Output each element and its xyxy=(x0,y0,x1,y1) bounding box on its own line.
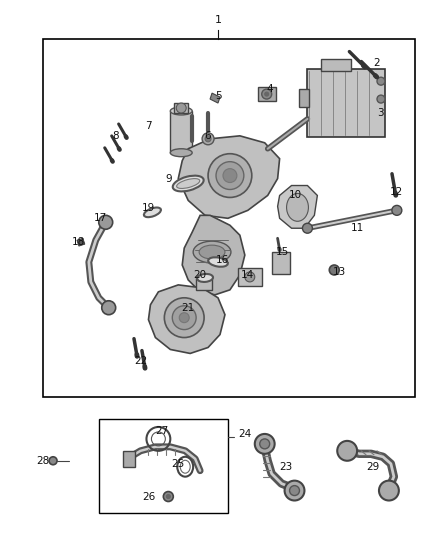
Circle shape xyxy=(102,301,116,314)
Circle shape xyxy=(337,441,357,461)
Circle shape xyxy=(260,439,270,449)
Text: 13: 13 xyxy=(332,267,346,277)
Bar xyxy=(123,451,134,467)
Circle shape xyxy=(163,491,173,502)
Text: 19: 19 xyxy=(142,204,155,213)
Bar xyxy=(238,268,262,286)
Text: 8: 8 xyxy=(113,131,119,141)
Ellipse shape xyxy=(286,193,308,221)
Text: 17: 17 xyxy=(94,213,107,223)
Bar xyxy=(307,69,385,137)
Bar xyxy=(99,419,228,513)
Bar xyxy=(43,39,415,397)
Bar xyxy=(272,252,290,274)
Polygon shape xyxy=(210,93,220,103)
Text: 14: 14 xyxy=(241,270,254,280)
Text: 28: 28 xyxy=(36,456,50,466)
Text: 21: 21 xyxy=(182,303,195,313)
Circle shape xyxy=(379,481,399,500)
Ellipse shape xyxy=(144,207,161,217)
Circle shape xyxy=(377,77,385,85)
Ellipse shape xyxy=(193,241,231,263)
Circle shape xyxy=(172,306,196,329)
Text: 3: 3 xyxy=(378,108,384,118)
Text: 11: 11 xyxy=(350,223,364,233)
Text: 26: 26 xyxy=(142,491,155,502)
Circle shape xyxy=(166,495,170,498)
Text: 7: 7 xyxy=(145,121,152,131)
Circle shape xyxy=(49,457,57,465)
Text: 22: 22 xyxy=(134,357,147,366)
Circle shape xyxy=(265,92,268,96)
Text: 10: 10 xyxy=(289,190,302,200)
Bar xyxy=(196,278,212,290)
Circle shape xyxy=(329,265,339,275)
Text: 1: 1 xyxy=(215,14,222,25)
Text: 5: 5 xyxy=(215,91,221,101)
Circle shape xyxy=(285,481,304,500)
Circle shape xyxy=(205,136,211,142)
Polygon shape xyxy=(178,136,279,219)
Ellipse shape xyxy=(197,274,213,282)
Circle shape xyxy=(202,133,214,145)
Text: 16: 16 xyxy=(215,255,229,265)
Polygon shape xyxy=(148,285,225,353)
Text: 15: 15 xyxy=(276,247,289,257)
Circle shape xyxy=(179,313,189,322)
Text: 2: 2 xyxy=(374,58,380,68)
Circle shape xyxy=(392,205,402,215)
Text: 9: 9 xyxy=(165,174,172,183)
Polygon shape xyxy=(182,215,245,295)
Circle shape xyxy=(290,486,300,496)
Ellipse shape xyxy=(199,245,225,259)
Bar xyxy=(300,89,309,107)
Text: 18: 18 xyxy=(72,237,85,247)
Circle shape xyxy=(255,434,275,454)
Circle shape xyxy=(377,95,385,103)
Text: 20: 20 xyxy=(194,270,207,280)
Circle shape xyxy=(99,215,113,229)
Text: 24: 24 xyxy=(238,429,251,439)
Bar xyxy=(174,103,188,113)
Text: 25: 25 xyxy=(172,459,185,469)
Bar xyxy=(321,59,351,71)
Bar xyxy=(258,87,276,101)
Circle shape xyxy=(223,168,237,182)
Polygon shape xyxy=(77,238,85,246)
Text: 6: 6 xyxy=(204,131,210,141)
Circle shape xyxy=(303,223,312,233)
Text: 29: 29 xyxy=(367,462,380,472)
Circle shape xyxy=(164,298,204,337)
Ellipse shape xyxy=(170,107,192,115)
Circle shape xyxy=(176,103,186,113)
Circle shape xyxy=(216,161,244,190)
Bar xyxy=(170,111,192,153)
Text: 12: 12 xyxy=(390,188,403,197)
Ellipse shape xyxy=(170,149,192,157)
Circle shape xyxy=(245,272,255,282)
Text: 27: 27 xyxy=(156,426,169,436)
Text: 23: 23 xyxy=(279,462,292,472)
Circle shape xyxy=(208,154,252,197)
Ellipse shape xyxy=(177,179,200,189)
Ellipse shape xyxy=(173,176,204,191)
Polygon shape xyxy=(278,185,318,228)
Text: 4: 4 xyxy=(266,84,273,94)
Ellipse shape xyxy=(208,257,228,266)
Circle shape xyxy=(262,89,272,99)
